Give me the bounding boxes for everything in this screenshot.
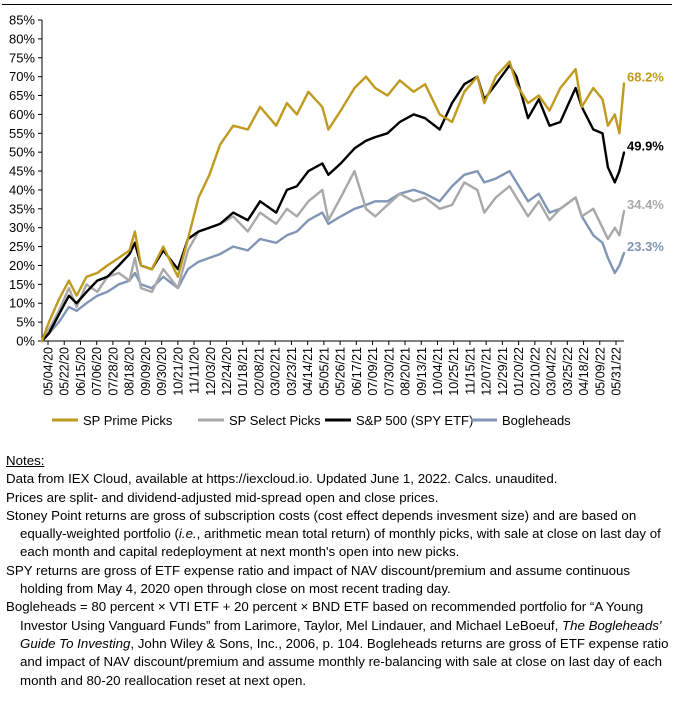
x-tick-label: 05/05/21 bbox=[317, 347, 331, 396]
legend-label: S&P 500 (SPY ETF) bbox=[356, 413, 473, 428]
chart-area: 0% 5% 10% 15% 20% 25% 30% 35% 40% 45% 50% 55% 60% 65%… bbox=[2, 4, 672, 429]
x-tick-label: 11/11/20 bbox=[188, 347, 202, 394]
y-tick-label: 45% bbox=[9, 164, 35, 179]
note-stoney-point-a: Stoney Point returns are gross of subscr… bbox=[6, 507, 637, 542]
legend-label: SP Select Picks bbox=[229, 413, 321, 428]
note-ie: i.e. bbox=[178, 526, 197, 542]
end-value-label: 23.3% bbox=[627, 239, 664, 254]
x-tick-label: 05/31/22 bbox=[610, 347, 624, 396]
y-tick-label: 70% bbox=[9, 69, 35, 84]
note-bogleheads-a: Bogleheads = 80 percent × VTI ETF + 20 p… bbox=[6, 599, 644, 633]
notes-title: Notes: bbox=[6, 453, 45, 468]
x-tick-label: 01/20/22 bbox=[512, 347, 526, 396]
x-tick-label: 05/04/20 bbox=[42, 347, 56, 396]
y-tick-label: 80% bbox=[9, 31, 35, 46]
x-tick-label: 10/04/21 bbox=[431, 347, 445, 396]
series-line-s-p-500-spy-etf bbox=[40, 64, 626, 343]
x-tick-label: 07/06/20 bbox=[90, 347, 104, 396]
x-tick-label: 07/09/21 bbox=[366, 347, 380, 396]
x-tick-label: 05/09/22 bbox=[593, 347, 607, 396]
y-tick-label: 35% bbox=[9, 201, 35, 216]
series-line-sp-prime-picks bbox=[40, 60, 626, 343]
x-tick-label: 04/18/22 bbox=[577, 347, 591, 396]
note-price-adjust: Prices are split- and dividend-adjusted … bbox=[6, 489, 439, 505]
end-value-label: 34.4% bbox=[627, 197, 664, 212]
y-tick-label: 30% bbox=[9, 220, 35, 235]
x-tick-label: 07/30/21 bbox=[382, 347, 396, 396]
x-tick-label: 06/15/20 bbox=[74, 347, 88, 396]
note-bogleheads-b: , John Wiley & Sons, Inc., 2006, p. 104.… bbox=[20, 635, 669, 688]
note-stoney-point-b: , arithmetic mean total return) of month… bbox=[20, 526, 661, 560]
x-tick-label: 02/08/21 bbox=[252, 347, 266, 396]
x-tick-label: 12/07/21 bbox=[480, 347, 494, 396]
x-tick-label: 08/20/21 bbox=[399, 347, 413, 396]
x-tick-label: 01/18/21 bbox=[236, 347, 250, 396]
end-value-label: 49.9% bbox=[627, 139, 664, 154]
note-spy: SPY returns are gross of ETF expense rat… bbox=[6, 562, 631, 597]
x-tick-label: 04/14/21 bbox=[301, 347, 315, 396]
x-tick-label: 02/10/22 bbox=[528, 347, 542, 396]
y-tick-label: 55% bbox=[9, 126, 35, 141]
y-tick-label: 5% bbox=[16, 315, 35, 330]
x-tick-label: 10/21/20 bbox=[171, 347, 185, 396]
x-tick-label: 10/25/21 bbox=[447, 347, 461, 396]
note-book-title: The Bogleheads' Guide To Investing bbox=[20, 617, 662, 651]
y-tick-label: 65% bbox=[9, 88, 35, 103]
y-tick-label: 50% bbox=[9, 145, 35, 160]
x-tick-label: 09/30/20 bbox=[155, 347, 169, 396]
x-tick-label: 03/02/21 bbox=[269, 347, 283, 396]
legend-label: SP Prime Picks bbox=[83, 413, 173, 428]
note-stoney-point: Stoney Point returns are gross of subscr… bbox=[6, 507, 670, 562]
x-tick-label: 12/24/20 bbox=[220, 347, 234, 396]
note-data-source: Data from IEX Cloud, available at https:… bbox=[6, 471, 558, 487]
series-line-sp-select-picks bbox=[40, 169, 626, 343]
y-tick-label: 25% bbox=[9, 239, 35, 254]
x-tick-label: 05/22/20 bbox=[58, 347, 72, 396]
x-tick-label: 11/15/21 bbox=[463, 347, 477, 395]
line-chart: 0% 5% 10% 15% 20% 25% 30% 35% 40% 45% 50% 55% 60% 65%… bbox=[9, 13, 664, 429]
notes-section: Notes: Data from IEX Cloud, available at… bbox=[6, 452, 670, 690]
x-tick-label: 05/26/21 bbox=[334, 347, 348, 396]
top-border bbox=[2, 4, 672, 5]
y-tick-label: 85% bbox=[9, 13, 35, 28]
note-bogleheads: Bogleheads = 80 percent × VTI ETF + 20 p… bbox=[6, 598, 670, 689]
x-tick-label: 08/18/20 bbox=[123, 347, 137, 396]
y-tick-label: 40% bbox=[9, 182, 35, 197]
x-tick-label: 09/09/20 bbox=[139, 347, 153, 396]
legend-label: Bogleheads bbox=[502, 413, 571, 428]
end-value-label: 68.2% bbox=[627, 69, 664, 84]
y-tick-label: 75% bbox=[9, 50, 35, 65]
x-tick-label: 03/23/21 bbox=[285, 347, 299, 396]
y-tick-label: 10% bbox=[9, 296, 35, 311]
x-tick-label: 03/25/22 bbox=[561, 347, 575, 396]
x-tick-label: 12/03/20 bbox=[204, 347, 218, 396]
x-tick-label: 03/04/22 bbox=[545, 347, 559, 396]
x-tick-label: 06/17/21 bbox=[350, 347, 364, 396]
y-tick-label: 20% bbox=[9, 258, 35, 273]
y-tick-label: 60% bbox=[9, 107, 35, 122]
x-tick-label: 07/28/20 bbox=[106, 347, 120, 396]
x-tick-label: 09/13/21 bbox=[415, 347, 429, 396]
y-tick-label: 0% bbox=[16, 334, 35, 349]
y-tick-label: 15% bbox=[9, 277, 35, 292]
x-tick-label: 12/29/21 bbox=[496, 347, 510, 396]
